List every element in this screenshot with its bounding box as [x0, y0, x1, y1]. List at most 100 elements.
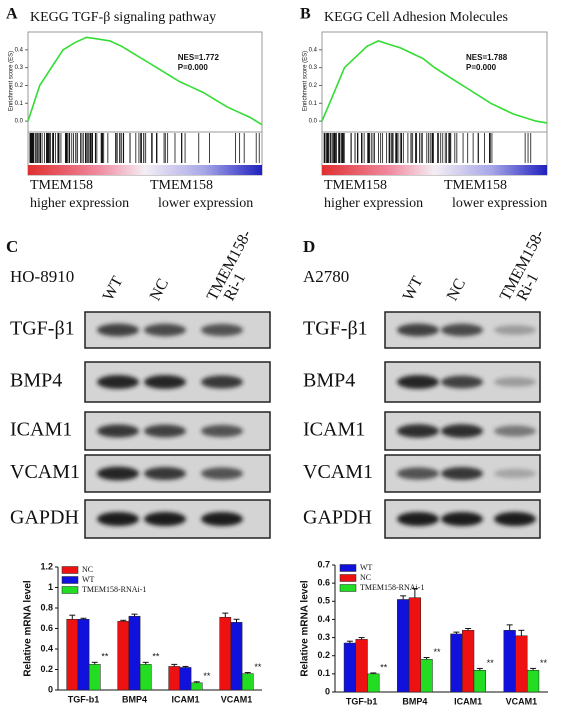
y-tick-label: 0.0 — [15, 119, 24, 125]
x-tick-label: TGF-b1 — [68, 694, 100, 704]
band — [201, 467, 243, 480]
bar — [117, 621, 130, 691]
group-label: TMEM158 — [444, 178, 507, 193]
bar — [241, 673, 254, 691]
y-tick-label: 0.6 — [40, 623, 53, 633]
annotation: NES=1.788 — [466, 53, 508, 62]
bar — [179, 667, 192, 691]
legend-swatch — [61, 576, 79, 584]
band — [441, 323, 483, 337]
bar — [343, 642, 357, 693]
bar — [450, 633, 463, 693]
group-label: TMEM158 — [150, 178, 213, 193]
row-label: VCAM1 — [10, 461, 80, 483]
panel-label: D — [303, 237, 315, 256]
legend-label: WT — [82, 575, 95, 584]
x-tick-label: ICAM1 — [171, 694, 199, 704]
band — [397, 424, 439, 438]
legend-label: WT — [360, 563, 373, 572]
group-label: higher expression — [324, 196, 423, 211]
band — [144, 323, 186, 337]
row-label: BMP4 — [10, 370, 62, 392]
panel-label: A — [6, 6, 18, 23]
plot-frame — [321, 31, 548, 176]
y-axis-label: Enrichment score (ES) — [9, 51, 15, 111]
significance: ** — [380, 662, 388, 672]
row-label: ICAM1 — [10, 419, 72, 441]
band — [397, 323, 439, 337]
band — [397, 375, 439, 389]
band — [397, 512, 439, 526]
legend-label: NC — [82, 565, 93, 574]
x-tick-label: BMP4 — [402, 696, 427, 706]
y-tick-label: 0.4 — [309, 47, 318, 53]
band — [494, 377, 536, 387]
lane-label: NC — [147, 276, 172, 304]
y-tick-label: 0.3 — [15, 65, 24, 71]
lane-label: NC — [444, 276, 469, 304]
y-tick-label: 0.1 — [15, 101, 24, 107]
y-tick-label: 1.2 — [40, 561, 53, 571]
panel-label: C — [6, 237, 18, 256]
band — [144, 424, 186, 438]
group-label: higher expression — [30, 196, 129, 211]
band — [441, 466, 483, 481]
bar — [526, 669, 540, 693]
legend-label: NC — [360, 573, 371, 582]
group-label: TMEM158 — [30, 178, 93, 193]
legend-swatch — [61, 586, 79, 594]
bar — [190, 682, 203, 691]
y-tick-label: 0.0 — [309, 119, 318, 125]
rank-gradient — [28, 165, 262, 175]
bar — [139, 664, 152, 691]
band — [201, 323, 243, 337]
y-tick-label: 1 — [48, 582, 53, 592]
y-tick-label: 0.2 — [40, 664, 53, 674]
y-tick-label: 0.2 — [309, 83, 318, 89]
band — [201, 375, 243, 389]
bar — [473, 669, 486, 693]
es-curve — [27, 36, 263, 126]
band — [97, 512, 139, 526]
y-tick-label: 0.2 — [15, 83, 24, 89]
bar — [66, 619, 79, 691]
y-tick-label: 0.4 — [317, 614, 330, 624]
x-tick-label: BMP4 — [122, 694, 147, 704]
bar — [219, 616, 232, 691]
band — [441, 424, 483, 438]
y-tick-label: 0.8 — [40, 602, 53, 612]
annotation: NES=1.772 — [178, 53, 220, 62]
y-tick-label: 0.5 — [317, 596, 330, 606]
band — [144, 512, 186, 526]
y-tick-label: 0.1 — [309, 101, 318, 107]
x-tick-label: TGF-b1 — [346, 696, 378, 706]
chart-title: KEGG TGF-β signaling pathway — [30, 10, 216, 25]
bar — [168, 666, 181, 691]
legend-swatch — [339, 564, 357, 572]
row-label: GAPDH — [10, 507, 79, 529]
cell-line: A2780 — [303, 267, 349, 286]
group-label: lower expression — [158, 196, 253, 211]
annotation: P=0.000 — [466, 63, 497, 72]
lane-label: WT — [100, 273, 127, 303]
significance: ** — [487, 658, 495, 668]
y-axis-label: Enrichment score (ES) — [303, 51, 309, 111]
bar — [367, 673, 380, 693]
legend-swatch — [339, 574, 357, 582]
y-tick-label: 0.4 — [40, 643, 53, 653]
band — [494, 325, 536, 335]
legend-swatch — [61, 566, 79, 574]
y-tick-label: 0.4 — [15, 47, 24, 53]
x-tick-label: ICAM1 — [454, 696, 482, 706]
y-axis-label: Relative mRNA level — [300, 580, 311, 677]
band — [201, 424, 243, 438]
band — [441, 512, 483, 526]
legend-label: TMEM158-RNAi-1 — [82, 585, 146, 594]
band — [494, 468, 536, 479]
significance: ** — [254, 662, 262, 672]
bar — [77, 619, 90, 691]
group-label: lower expression — [452, 196, 547, 211]
y-tick-label: 0 — [48, 684, 53, 694]
band — [397, 467, 439, 480]
